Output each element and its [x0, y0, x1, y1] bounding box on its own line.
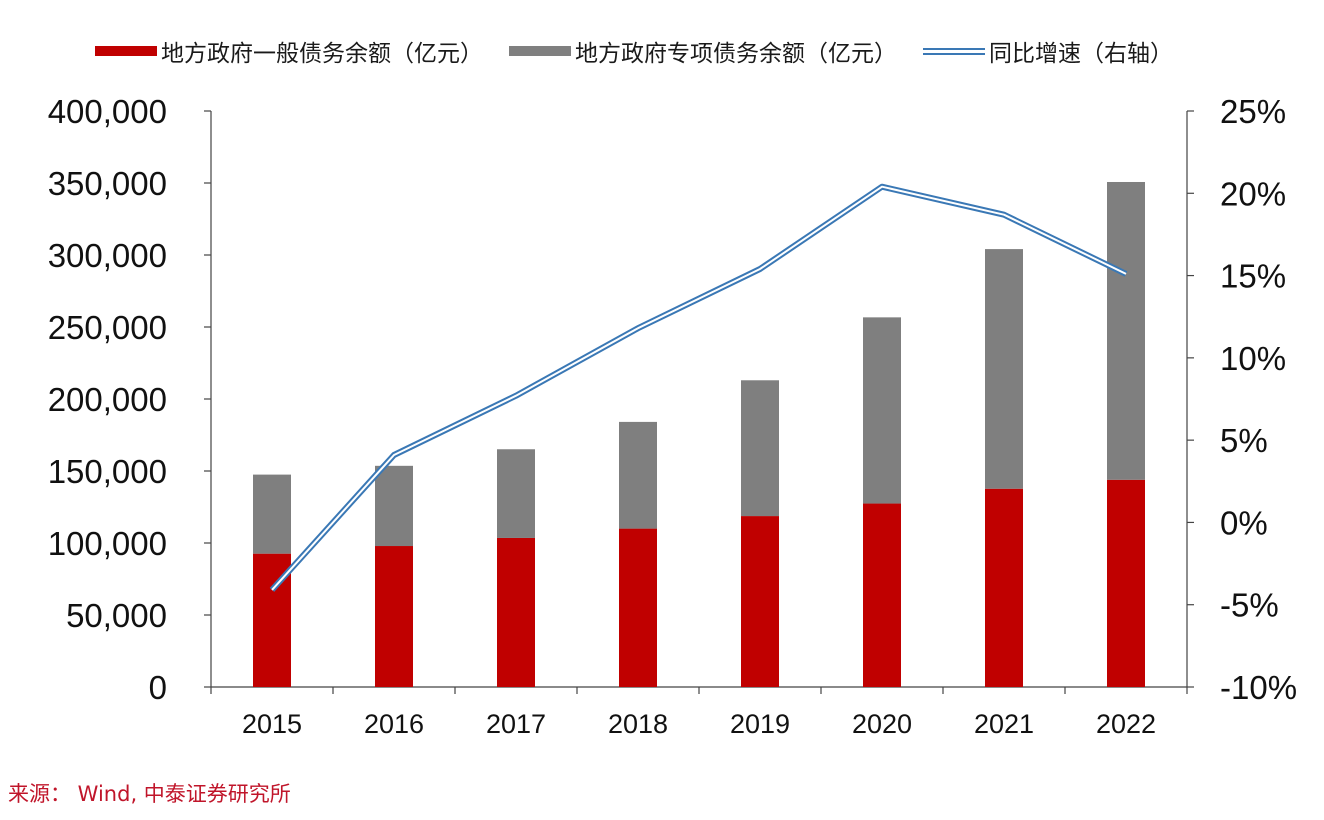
y-right-tick-label: 10% [1220, 340, 1286, 377]
bar-general-debt [619, 528, 657, 687]
bar-special-debt [985, 249, 1023, 489]
x-tick-label: 2016 [364, 709, 424, 739]
bar-special-debt [863, 317, 901, 504]
bar-special-debt [741, 380, 779, 517]
y-right-tick-label: 25% [1220, 93, 1286, 130]
legend-label-general-debt: 地方政府一般债务余额（亿元） [161, 41, 483, 67]
y-right-tick-label: -5% [1220, 587, 1279, 624]
growth-line-inner [271, 185, 1127, 591]
y-left-tick-label: 50,000 [66, 597, 167, 634]
x-tick-label: 2019 [730, 709, 790, 739]
y-left-tick-label: 0 [149, 669, 167, 706]
y-left-tick-label: 100,000 [48, 525, 167, 562]
legend-swatch-general-debt [95, 46, 157, 56]
legend-item-special-debt: 地方政府专项债务余额（亿元） [509, 34, 897, 68]
x-tick-label: 2021 [974, 709, 1034, 739]
bar-general-debt [375, 546, 413, 687]
x-tick-label: 2020 [852, 709, 912, 739]
bar-general-debt [985, 488, 1023, 687]
y-left-tick-label: 400,000 [48, 93, 167, 130]
y-left-tick-label: 250,000 [48, 309, 167, 346]
bar-special-debt [619, 421, 657, 529]
bar-general-debt [863, 503, 901, 687]
legend-item-growth-rate: 同比增速（右轴） [923, 34, 1173, 68]
bar-special-debt [1107, 181, 1145, 480]
y-right-tick-label: 0% [1220, 504, 1268, 541]
legend-swatch-special-debt [509, 46, 571, 56]
y-right-tick-label: -10% [1220, 669, 1297, 706]
x-tick-label: 2022 [1096, 709, 1156, 739]
y-right-tick-label: 20% [1220, 175, 1286, 212]
x-tick-label: 2017 [486, 709, 546, 739]
legend-label-growth-rate: 同比增速（右轴） [989, 41, 1173, 67]
legend-swatch-growth-rate [923, 47, 985, 55]
bar-general-debt [497, 537, 535, 687]
legend-item-general-debt: 地方政府一般债务余额（亿元） [95, 34, 483, 68]
legend-label-special-debt: 地方政府专项债务余额（亿元） [575, 41, 897, 67]
y-right-tick-label: 15% [1220, 258, 1286, 295]
x-tick-label: 2015 [242, 709, 302, 739]
chart-legend: 地方政府一般债务余额（亿元） 地方政府专项债务余额（亿元） 同比增速（右轴） [95, 33, 1199, 69]
y-left-tick-label: 350,000 [48, 165, 167, 202]
bar-general-debt [741, 516, 779, 687]
source-note: 来源： Wind, 中泰证券研究所 [8, 782, 291, 806]
bar-special-debt [253, 474, 291, 554]
bar-special-debt [497, 449, 535, 538]
y-left-tick-label: 200,000 [48, 381, 167, 418]
y-left-tick-label: 300,000 [48, 237, 167, 274]
y-right-tick-label: 5% [1220, 422, 1268, 459]
bar-special-debt [375, 465, 413, 547]
y-left-tick-label: 150,000 [48, 453, 167, 490]
bar-general-debt [1107, 479, 1145, 687]
x-tick-label: 2018 [608, 709, 668, 739]
